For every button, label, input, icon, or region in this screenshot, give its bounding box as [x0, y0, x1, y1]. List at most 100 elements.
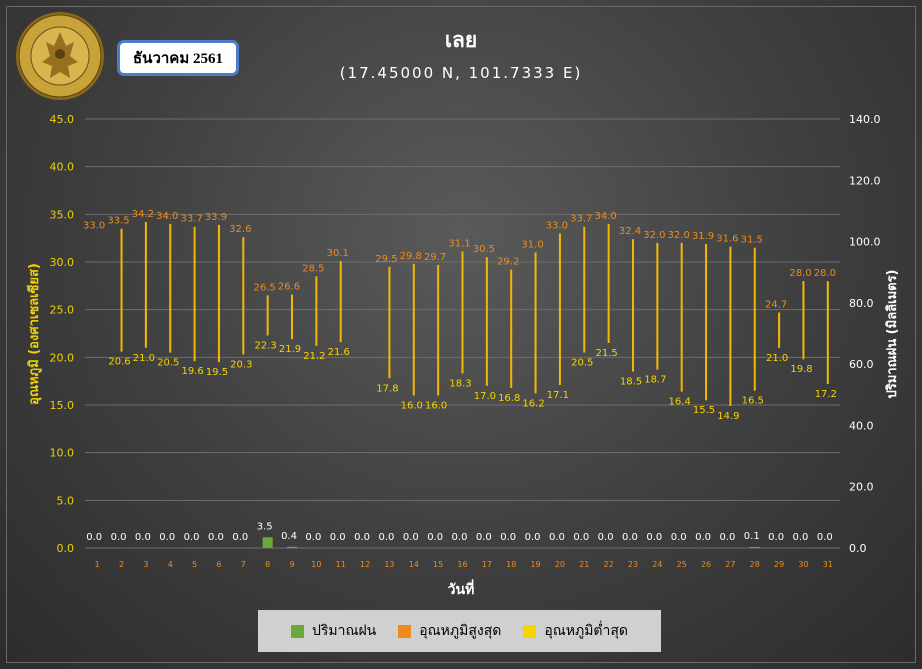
- y2-tick-label: 120.0: [849, 174, 881, 187]
- min-temp-label: 21.2: [303, 351, 325, 362]
- x-tick-label: 19: [530, 560, 540, 569]
- legend-swatch-tmax: [398, 624, 412, 638]
- y2-tick-label: 60.0: [849, 358, 874, 371]
- min-temp-label: 16.4: [669, 397, 691, 408]
- rainfall-label: 0.0: [452, 532, 468, 543]
- x-tick-label: 10: [311, 560, 321, 569]
- x-tick-label: 28: [750, 560, 760, 569]
- x-tick-label: 17: [482, 560, 492, 569]
- max-temp-label: 31.5: [741, 235, 763, 246]
- max-temp-label: 32.0: [643, 230, 665, 241]
- min-temp-label: 20.6: [108, 357, 130, 368]
- rainfall-bar: [287, 546, 298, 548]
- y-tick-label: 30.0: [50, 256, 75, 269]
- rainfall-label: 0.0: [330, 532, 346, 543]
- min-temp-label: 19.5: [206, 367, 228, 378]
- y2-tick-label: 40.0: [849, 419, 874, 432]
- max-temp-label: 32.6: [229, 224, 251, 235]
- legend-item-tmin: อุณหภูมิต่ำสุด: [523, 620, 628, 642]
- min-temp-label: 17.8: [376, 383, 398, 394]
- min-temp-label: 20.5: [157, 358, 179, 369]
- legend-swatch-tmin: [523, 624, 537, 638]
- chart-title: เลย: [444, 28, 478, 52]
- x-axis-ticks: 1 2 3 4 5 6 7 8 9 10 11 12 13 14 15 16 17 18 19 20 21 22 23 24 2…: [95, 560, 833, 569]
- x-tick-label: 27: [725, 560, 735, 569]
- rainfall-label: 0.0: [719, 532, 735, 543]
- y-tick-label: 25.0: [50, 304, 75, 317]
- rainfall-label: 0.0: [427, 532, 443, 543]
- x-tick-label: 22: [604, 560, 614, 569]
- rainfall-label: 0.0: [232, 532, 248, 543]
- left-axis-ticks: 0.0 5.0 10.0 15.0 20.0 25.0 30.0 35.0 40.0 45.0: [50, 113, 75, 555]
- x-tick-label: 6: [216, 560, 221, 569]
- rainfall-label: 0.0: [378, 532, 394, 543]
- rainfall-label: 0.0: [111, 532, 127, 543]
- y2-tick-label: 20.0: [849, 481, 874, 494]
- min-temp-label: 19.8: [790, 364, 812, 375]
- min-temp-label: 16.2: [522, 399, 544, 410]
- rainfall-bar: [262, 537, 273, 548]
- x-tick-label: 3: [143, 560, 148, 569]
- rainfall-label: 0.0: [354, 532, 370, 543]
- rainfall-label: 0.0: [793, 532, 809, 543]
- max-temp-label: 34.0: [156, 211, 178, 222]
- y-tick-label: 15.0: [50, 399, 75, 412]
- y-tick-label: 0.0: [57, 542, 75, 555]
- rainfall-label: 0.0: [768, 532, 784, 543]
- rainfall-bar: [749, 547, 760, 548]
- x-tick-label: 7: [241, 560, 246, 569]
- max-temp-label: 32.4: [619, 226, 641, 237]
- max-temp-label: 32.0: [668, 230, 690, 241]
- temperature-range-bars: [120, 221, 829, 406]
- min-temp-label: 20.3: [230, 359, 252, 370]
- min-temp-label: 16.5: [742, 396, 764, 407]
- min-temp-label: 17.1: [547, 390, 569, 401]
- max-temp-label: 28.0: [789, 268, 811, 279]
- x-tick-label: 20: [555, 560, 565, 569]
- max-temp-label: 31.0: [521, 239, 543, 250]
- rainfall-label: 3.5: [257, 521, 273, 532]
- max-temp-label: 29.5: [375, 254, 397, 265]
- max-temp-label: 31.1: [448, 239, 470, 250]
- meteorological-department-logo: [16, 12, 104, 100]
- min-temp-label: 21.0: [133, 353, 155, 364]
- max-temp-label: 34.0: [594, 211, 616, 222]
- min-temp-label: 18.7: [644, 375, 666, 386]
- y-tick-label: 5.0: [57, 494, 75, 507]
- legend: ปริมาณฝน อุณหภูมิสูงสุด อุณหภูมิต่ำสุด: [258, 610, 661, 652]
- y-tick-label: 45.0: [50, 113, 75, 126]
- x-tick-label: 15: [433, 560, 443, 569]
- max-temp-label: 29.8: [400, 251, 422, 262]
- max-temp-label: 33.5: [107, 216, 129, 227]
- x-tick-label: 29: [774, 560, 784, 569]
- max-temp-label: 33.7: [180, 214, 202, 225]
- min-temp-label: 21.5: [595, 348, 617, 359]
- max-temp-label: 28.0: [814, 268, 836, 279]
- legend-swatch-rain: [290, 624, 304, 638]
- max-temp-label: 30.1: [327, 248, 349, 259]
- rainfall-label: 0.0: [184, 532, 200, 543]
- legend-label-tmax: อุณหภูมิสูงสุด: [419, 623, 502, 639]
- rainfall-label: 0.0: [159, 532, 175, 543]
- legend-item-tmax: อุณหภูมิสูงสุด: [398, 620, 501, 642]
- x-axis-label: วันที่: [448, 579, 475, 598]
- data-labels: 33.0 0.0 33.5 20.6 0.0 34.2 21.0 0.0 34.0 20.5 0.0…: [83, 209, 837, 543]
- rainfall-label: 0.0: [695, 532, 711, 543]
- x-tick-label: 21: [579, 560, 589, 569]
- y-tick-label: 20.0: [50, 351, 75, 364]
- min-temp-label: 21.9: [279, 344, 301, 355]
- y2-tick-label: 80.0: [849, 297, 874, 310]
- x-tick-label: 1: [95, 560, 100, 569]
- rainfall-label: 0.0: [598, 532, 614, 543]
- min-temp-label: 15.5: [693, 405, 715, 416]
- y2-tick-label: 140.0: [849, 113, 881, 126]
- y2-axis-label: ปริมาณฝน (มิลลิเมตร): [885, 269, 900, 398]
- max-temp-label: 34.2: [132, 209, 154, 220]
- x-tick-label: 5: [192, 560, 197, 569]
- rainfall-label: 0.4: [281, 531, 297, 542]
- x-tick-label: 30: [798, 560, 808, 569]
- rainfall-label: 0.0: [671, 532, 687, 543]
- rainfall-label: 0.1: [744, 531, 760, 542]
- rainfall-label: 0.0: [525, 532, 541, 543]
